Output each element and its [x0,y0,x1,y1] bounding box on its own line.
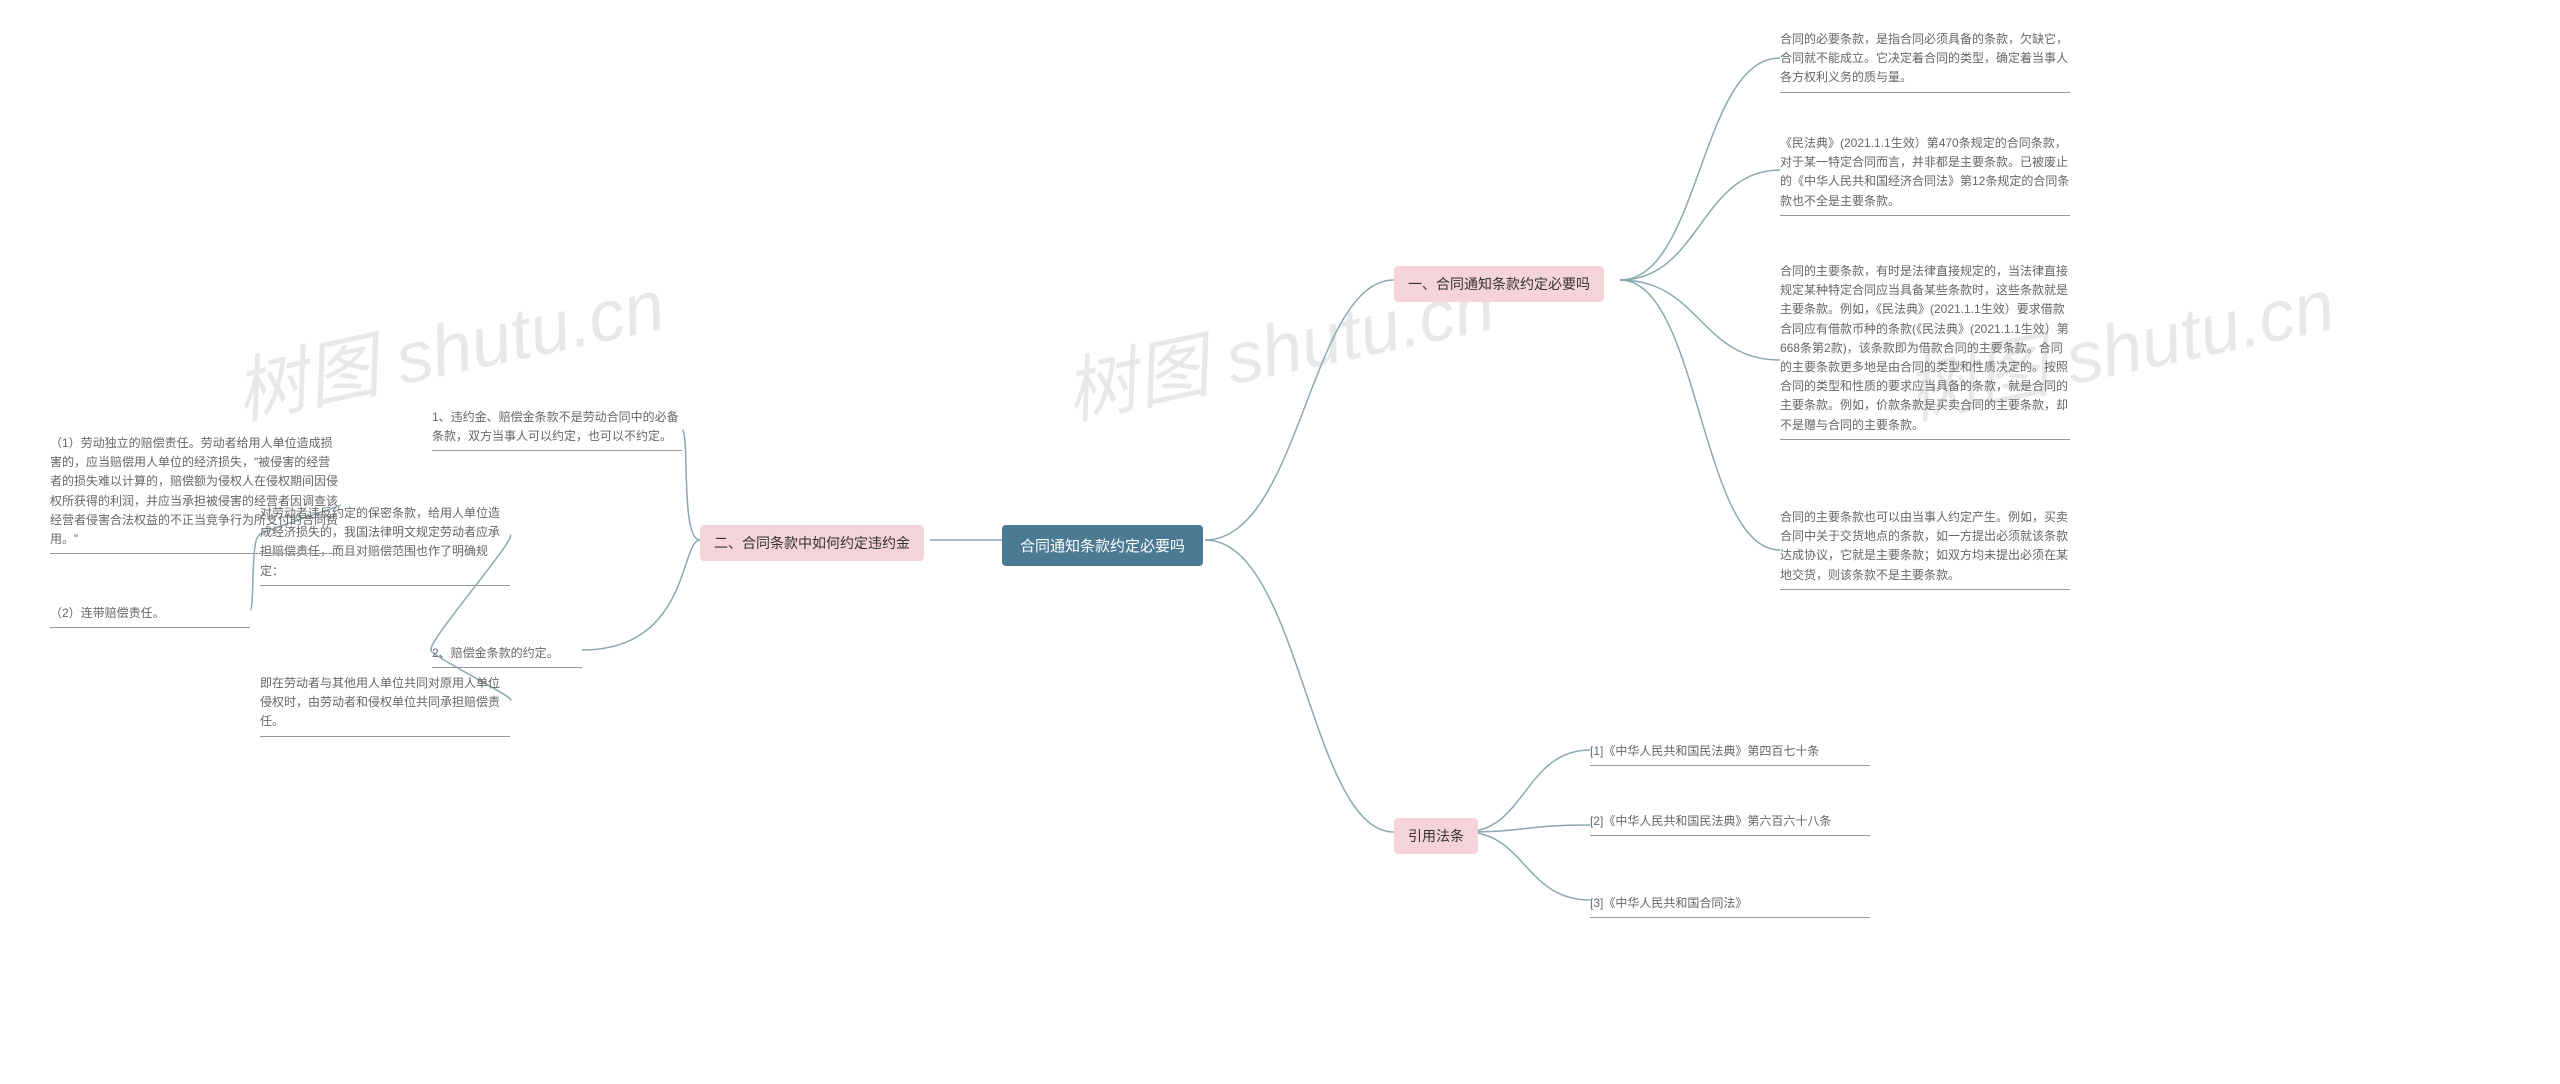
leaf-s2-sub2: 2、赔偿金条款的约定。 [432,640,582,668]
branch-references[interactable]: 引用法条 [1394,818,1478,854]
branch-label: 引用法条 [1408,828,1464,844]
leaf-s2-sub1: 1、违约金、赔偿金条款不是劳动合同中的必备条款，双方当事人可以约定，也可以不约定… [432,404,682,451]
leaf-s2-gc2: （2）连带赔偿责任。 [50,600,250,628]
branch-label: 二、合同条款中如何约定违约金 [714,535,910,551]
branch-section-1[interactable]: 一、合同通知条款约定必要吗 [1394,266,1604,302]
leaf-s1-1: 合同的必要条款，是指合同必须具备的条款，欠缺它，合同就不能成立。它决定着合同的类… [1780,26,2070,93]
leaf-s2-gc1: （1）劳动独立的赔偿责任。劳动者给用人单位造成损害的，应当赔偿用人单位的经济损失… [50,430,340,554]
leaf-ref-2: [2]《中华人民共和国民法典》第六百六十八条 [1590,808,1870,836]
center-label: 合同通知条款约定必要吗 [1020,538,1185,555]
branch-section-2[interactable]: 二、合同条款中如何约定违约金 [700,525,924,561]
branch-label: 一、合同通知条款约定必要吗 [1408,276,1590,292]
leaf-s1-4: 合同的主要条款也可以由当事人约定产生。例如，买卖合同中关于交货地点的条款，如一方… [1780,504,2070,590]
leaf-ref-1: [1]《中华人民共和国民法典》第四百七十条 [1590,738,1870,766]
leaf-s1-3: 合同的主要条款，有时是法律直接规定的，当法律直接规定某种特定合同应当具备某些条款… [1780,258,2070,440]
leaf-s1-2: 《民法典》(2021.1.1生效）第470条规定的合同条款，对于某一特定合同而言… [1780,130,2070,216]
leaf-ref-3: [3]《中华人民共和国合同法》 [1590,890,1870,918]
leaf-s2-sub2-c2: 即在劳动者与其他用人单位共同对原用人单位侵权时，由劳动者和侵权单位共同承担赔偿责… [260,670,510,737]
center-topic[interactable]: 合同通知条款约定必要吗 [1002,525,1203,566]
